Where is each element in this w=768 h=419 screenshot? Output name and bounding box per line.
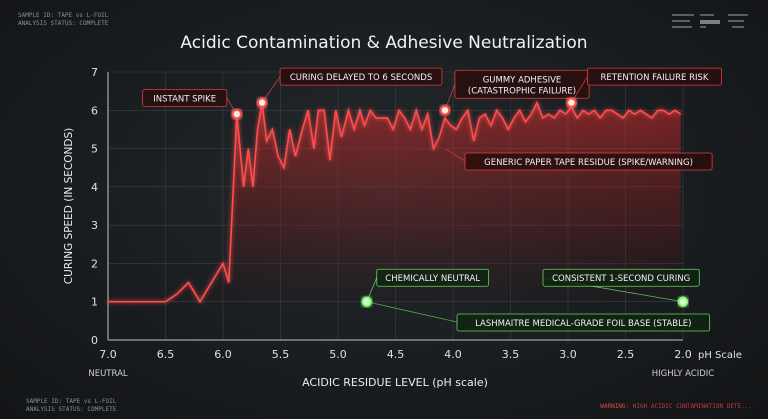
x-tick-label: 5.5 — [272, 348, 290, 361]
annotation-box — [542, 268, 700, 287]
status-indicator-panel — [672, 12, 750, 34]
y-axis-title: CURING SPEED (IN SECONDS) — [63, 128, 75, 284]
y-tick-label: 2 — [91, 257, 98, 270]
series-name-box — [464, 152, 713, 171]
x-tick-label: 4.5 — [387, 348, 405, 361]
axes — [107, 72, 683, 341]
y-tick-label: 4 — [91, 181, 98, 194]
annotation-text: GUMMY ADHESIVE — [483, 75, 562, 85]
annotation-point — [566, 97, 577, 108]
y-tick-label: 7 — [91, 66, 98, 79]
annotation-point — [256, 97, 268, 108]
series-name-leader — [444, 148, 466, 162]
warning-banner: WARNING: HIGH ACIDIC CONTAMINATION DETE.… — [600, 403, 752, 411]
x-tick-label: 5.0 — [329, 348, 347, 361]
paper-tape-series-line — [108, 100, 682, 304]
annotation-text: RETENTION FAILURE RISK — [601, 73, 709, 83]
annotation-text: CONSISTENT 1-SECOND CURING — [552, 274, 690, 284]
x-tick-label: 4.0 — [444, 348, 462, 361]
annotation-box — [142, 89, 228, 108]
x-right-label: HIGHLY ACIDIC — [652, 369, 715, 379]
x-tick-label: 6.5 — [157, 348, 175, 361]
analysis-status-text: ANALYSIS STATUS: COMPLETE — [18, 20, 109, 27]
paper-tape-area-fill — [108, 102, 681, 302]
x-tick-label: 3.5 — [502, 348, 520, 361]
x-tick-label: 7.0 — [99, 348, 117, 361]
warning-text: HIGH ACIDIC CONTAMINATION DETE... — [632, 403, 752, 410]
sample-id-text-bottom: SAMPLE ID: TAPE vs L-FOIL — [26, 398, 117, 405]
annotation-point — [677, 296, 689, 307]
x-unit-label: pH Scale — [698, 350, 742, 361]
x-tick-label: 2.5 — [617, 348, 635, 361]
annotations: INSTANT SPIKE CURING DELAYED TO 6 SECONDS… — [142, 67, 722, 332]
tick-labels: 7.0 6.5 6.0 5.5 5.0 4.5 4.0 3.5 3.0 2.5 2.0 0 1 2 3 4 5 6… — [91, 66, 692, 361]
annotation: GUMMY ADHESIVE(CATASTROPHIC FAILURE) — [439, 69, 590, 116]
annotation: INSTANT SPIKE — [142, 89, 243, 120]
y-tick-label: 6 — [91, 104, 98, 117]
series-name-label: GENERIC PAPER TAPE RESIDUE (SPIKE/WARNIN… — [464, 152, 713, 171]
annotation-text: INSTANT SPIKE — [153, 95, 216, 105]
annotation-leader — [261, 76, 281, 103]
annotation: CONSISTENT 1-SECOND CURING — [542, 268, 700, 307]
x-tick-label: 6.0 — [214, 348, 232, 361]
annotation-text: CHEMICALLY NEUTRAL — [385, 274, 480, 284]
warning-prefix: WARNING: — [600, 403, 630, 410]
series-name-leader — [366, 301, 458, 323]
chart-title: Acidic Contamination & Adhesive Neutrali… — [180, 33, 587, 53]
annotation: RETENTION FAILURE RISK — [566, 67, 722, 108]
sample-id-text: SAMPLE ID: TAPE vs L-FOIL — [18, 12, 109, 19]
y-tick-label: 3 — [91, 219, 98, 232]
y-tick-label: 5 — [91, 143, 98, 156]
corner-info-top-left: SAMPLE ID: TAPE vs L-FOIL ANALYSIS STATU… — [18, 12, 108, 28]
y-tick-label: 0 — [91, 334, 98, 347]
annotation: CURING DELAYED TO 6 SECONDS — [256, 67, 443, 108]
corner-info-bottom-left: SAMPLE ID: TAPE vs L-FOIL ANALYSIS STATU… — [26, 398, 116, 414]
annotation-point — [439, 105, 451, 116]
annotation-box — [376, 268, 490, 287]
series-name-box — [456, 313, 711, 332]
series-name-text: GENERIC PAPER TAPE RESIDUE (SPIKE/WARNIN… — [484, 158, 693, 168]
annotation-box — [587, 67, 722, 86]
x-tick-label: 3.0 — [559, 348, 577, 361]
annotation-point — [231, 108, 243, 120]
annotation-text: (CATASTROPHIC FAILURE) — [468, 86, 576, 96]
x-tick-label: 2.0 — [674, 348, 692, 361]
analysis-status-text-bottom: ANALYSIS STATUS: COMPLETE — [26, 406, 117, 413]
annotation-box — [279, 67, 443, 86]
y-tick-label: 1 — [91, 296, 98, 309]
series-name-text: LASHMAITRE MEDICAL-GRADE FOIL BASE (STAB… — [475, 319, 691, 329]
annotation-text: CURING DELAYED TO 6 SECONDS — [290, 73, 432, 83]
x-left-label: NEUTRAL — [88, 369, 128, 379]
series-name-label: LASHMAITRE MEDICAL-GRADE FOIL BASE (STAB… — [456, 313, 711, 332]
x-axis-title: ACIDIC RESIDUE LEVEL (pH scale) — [302, 376, 488, 389]
axis-labels: ACIDIC RESIDUE LEVEL (pH scale) CURING SP… — [63, 128, 742, 389]
